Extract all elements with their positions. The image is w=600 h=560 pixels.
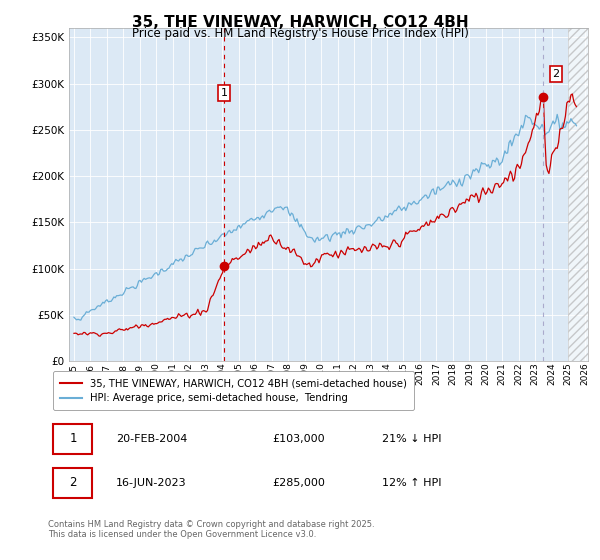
Text: 21% ↓ HPI: 21% ↓ HPI [382, 434, 442, 444]
Bar [568, 28, 593, 361]
Text: 16-JUN-2023: 16-JUN-2023 [116, 478, 187, 488]
Text: Price paid vs. HM Land Registry's House Price Index (HPI): Price paid vs. HM Land Registry's House … [131, 27, 469, 40]
Text: 35, THE VINEWAY, HARWICH, CO12 4BH: 35, THE VINEWAY, HARWICH, CO12 4BH [131, 15, 469, 30]
Text: 1: 1 [70, 432, 77, 445]
Text: 2: 2 [553, 69, 560, 80]
Text: 20-FEB-2004: 20-FEB-2004 [116, 434, 187, 444]
Text: 1: 1 [221, 88, 228, 98]
Text: £103,000: £103,000 [272, 434, 325, 444]
Text: £285,000: £285,000 [272, 478, 325, 488]
Text: 2: 2 [70, 477, 77, 489]
FancyBboxPatch shape [53, 468, 92, 498]
FancyBboxPatch shape [53, 424, 92, 454]
Text: Contains HM Land Registry data © Crown copyright and database right 2025.
This d: Contains HM Land Registry data © Crown c… [48, 520, 374, 539]
Legend: 35, THE VINEWAY, HARWICH, CO12 4BH (semi-detached house), HPI: Average price, se: 35, THE VINEWAY, HARWICH, CO12 4BH (semi… [53, 371, 414, 410]
Text: 12% ↑ HPI: 12% ↑ HPI [382, 478, 442, 488]
